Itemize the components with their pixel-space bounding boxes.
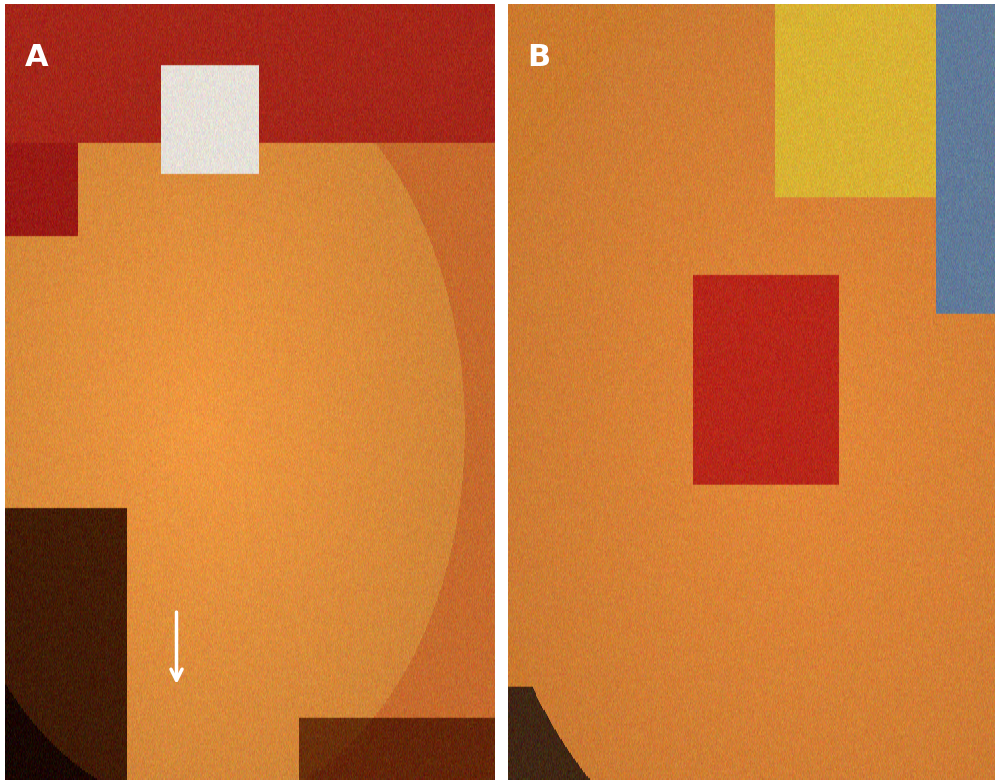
Text: A: A [25, 42, 48, 71]
Text: B: B [527, 42, 551, 71]
